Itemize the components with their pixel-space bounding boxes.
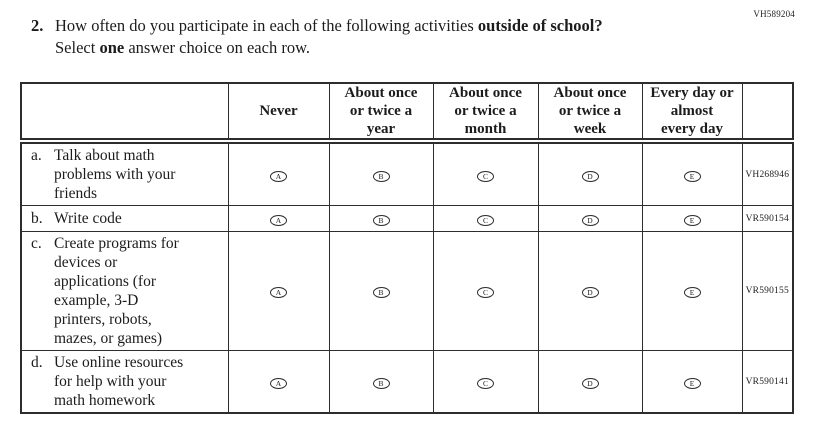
- answer-bubble-c[interactable]: C: [477, 377, 494, 389]
- answer-bubble-e[interactable]: E: [683, 377, 701, 389]
- answer-cell-everyday: E: [641, 350, 743, 414]
- header-empty-cell: [20, 82, 229, 144]
- question-text-plain: How often do you participate in each of …: [55, 16, 478, 35]
- answer-bubble-b[interactable]: B: [372, 214, 390, 226]
- answer-bubble-a[interactable]: A: [270, 377, 287, 389]
- answer-bubble-e[interactable]: E: [683, 287, 701, 299]
- row-label-cell: c. Create programs for devices or applic…: [20, 231, 229, 351]
- row-letter: d.: [31, 354, 43, 371]
- answer-cell-never: A: [227, 140, 330, 206]
- row-label-cell: b. Write code: [20, 205, 229, 232]
- answer-bubble-c[interactable]: C: [477, 287, 494, 299]
- column-header-year: About once or twice a year: [328, 82, 434, 144]
- answer-cell-everyday: E: [641, 231, 743, 351]
- question-text: How often do you participate in each of …: [55, 15, 731, 59]
- question-block: 2. How often do you participate in each …: [31, 15, 731, 59]
- table-row-a: a. Talk about math problems with your fr…: [20, 140, 794, 206]
- response-table: Never About once or twice a year About o…: [20, 82, 794, 414]
- answer-bubble-d[interactable]: D: [581, 214, 599, 226]
- answer-cell-week: D: [537, 350, 643, 414]
- question-number: 2.: [31, 16, 44, 35]
- column-header-month: About once or twice a month: [432, 82, 539, 144]
- answer-bubble-c[interactable]: C: [477, 214, 494, 226]
- answer-bubble-b[interactable]: B: [372, 170, 390, 182]
- row-code: VR590154: [741, 205, 794, 232]
- answer-bubble-a[interactable]: A: [270, 170, 287, 182]
- instruction-post: answer choice on each row.: [124, 38, 311, 57]
- answer-cell-year: B: [328, 350, 434, 414]
- answer-cell-year: B: [328, 231, 434, 351]
- answer-cell-month: C: [432, 140, 539, 206]
- header-code-cell: [741, 82, 794, 144]
- answer-cell-month: C: [432, 231, 539, 351]
- table-row-d: d. Use online resources for help with yo…: [20, 350, 794, 414]
- answer-cell-month: C: [432, 205, 539, 232]
- answer-bubble-b[interactable]: B: [372, 287, 390, 299]
- instruction-bold: one: [99, 38, 125, 57]
- table-row-c: c. Create programs for devices or applic…: [20, 231, 794, 351]
- answer-bubble-b[interactable]: B: [372, 377, 390, 389]
- row-code: VH268946: [741, 140, 794, 206]
- column-header-everyday: Every day or almost every day: [641, 82, 743, 144]
- row-label: Talk about math problems with your frien…: [54, 147, 176, 202]
- item-code: VH589204: [753, 9, 795, 19]
- row-code: VR590155: [741, 231, 794, 351]
- answer-bubble-e[interactable]: E: [683, 214, 701, 226]
- row-label-cell: d. Use online resources for help with yo…: [20, 350, 229, 414]
- answer-cell-year: B: [328, 140, 434, 206]
- column-header-week: About once or twice a week: [537, 82, 643, 144]
- row-label: Use online resources for help with your …: [54, 354, 184, 409]
- row-letter: a.: [31, 147, 42, 164]
- answer-cell-everyday: E: [641, 140, 743, 206]
- row-code: VR590141: [741, 350, 794, 414]
- answer-cell-everyday: E: [641, 205, 743, 232]
- answer-cell-week: D: [537, 231, 643, 351]
- header-row: Never About once or twice a year About o…: [20, 82, 794, 144]
- question-text-bold: outside of school?: [477, 16, 603, 35]
- answer-bubble-a[interactable]: A: [270, 214, 287, 226]
- question-line: 2. How often do you participate in each …: [31, 15, 731, 59]
- instruction-pre: Select: [55, 38, 100, 57]
- column-header-never: Never: [227, 82, 330, 144]
- row-label: Create programs for devices or applicati…: [54, 235, 179, 347]
- answer-bubble-c[interactable]: C: [477, 170, 494, 182]
- answer-bubble-d[interactable]: D: [581, 287, 599, 299]
- row-label-cell: a. Talk about math problems with your fr…: [20, 140, 229, 206]
- answer-cell-year: B: [328, 205, 434, 232]
- answer-bubble-d[interactable]: D: [581, 377, 599, 389]
- row-letter: c.: [31, 235, 42, 252]
- row-label: Write code: [54, 210, 122, 227]
- answer-bubble-d[interactable]: D: [581, 170, 599, 182]
- answer-cell-never: A: [227, 231, 330, 351]
- answer-cell-never: A: [227, 205, 330, 232]
- table-row-b: b. Write code A B C D E VR590154: [20, 205, 794, 232]
- answer-cell-week: D: [537, 140, 643, 206]
- answer-cell-never: A: [227, 350, 330, 414]
- answer-bubble-a[interactable]: A: [270, 287, 287, 299]
- answer-cell-month: C: [432, 350, 539, 414]
- answer-cell-week: D: [537, 205, 643, 232]
- answer-bubble-e[interactable]: E: [683, 170, 701, 182]
- row-letter: b.: [31, 210, 43, 227]
